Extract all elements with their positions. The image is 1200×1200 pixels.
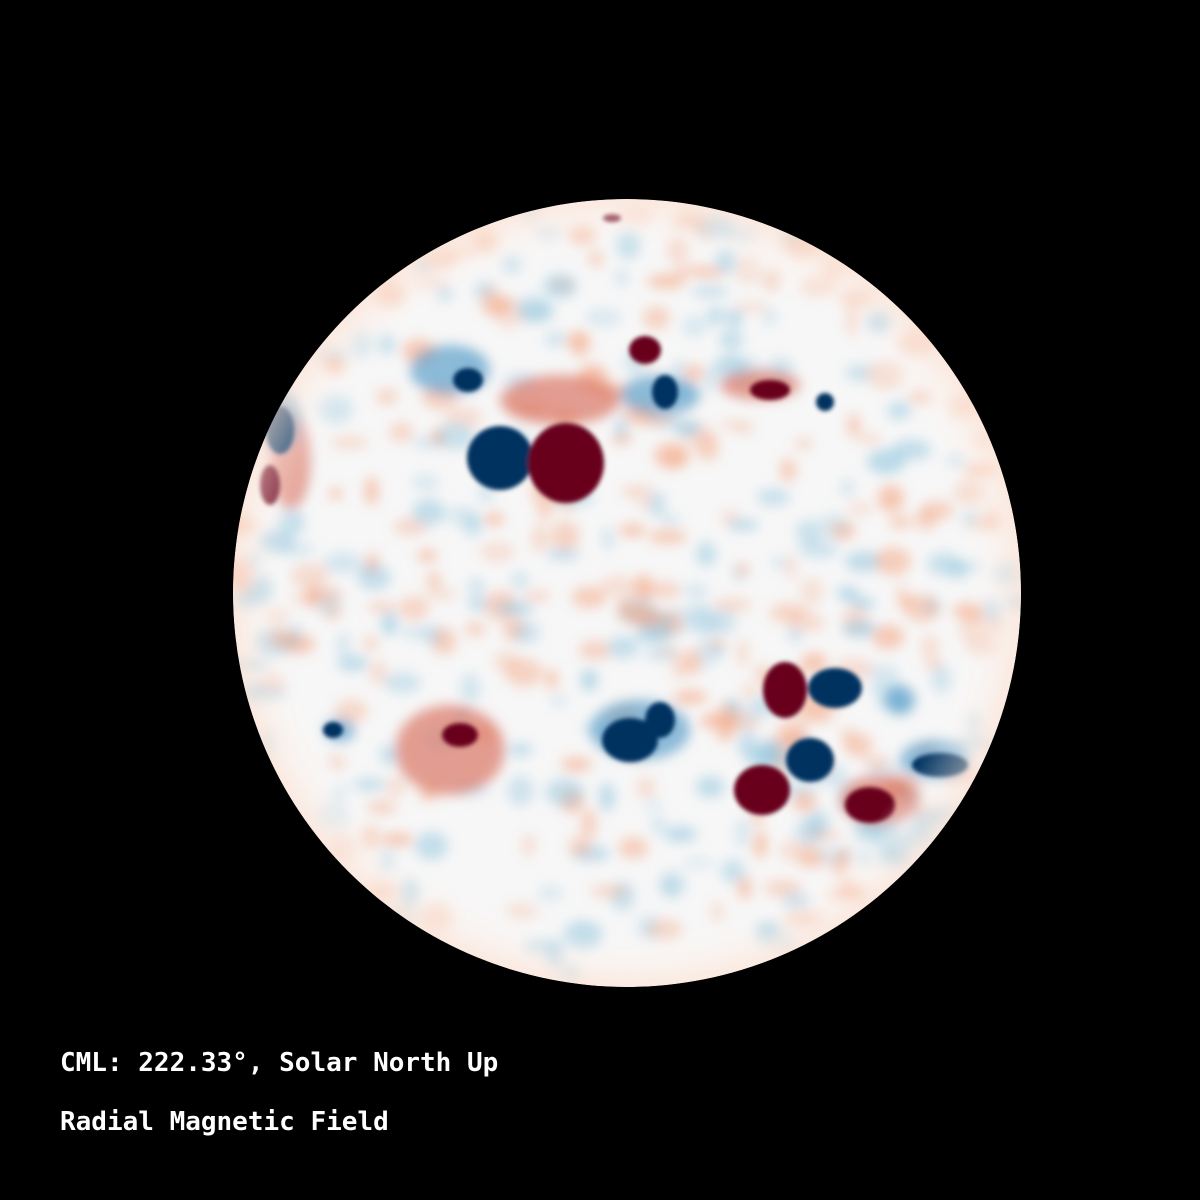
- quantity-annotation: Radial Magnetic Field: [60, 1107, 389, 1137]
- cml-annotation: CML: 222.33°, Solar North Up: [60, 1048, 499, 1078]
